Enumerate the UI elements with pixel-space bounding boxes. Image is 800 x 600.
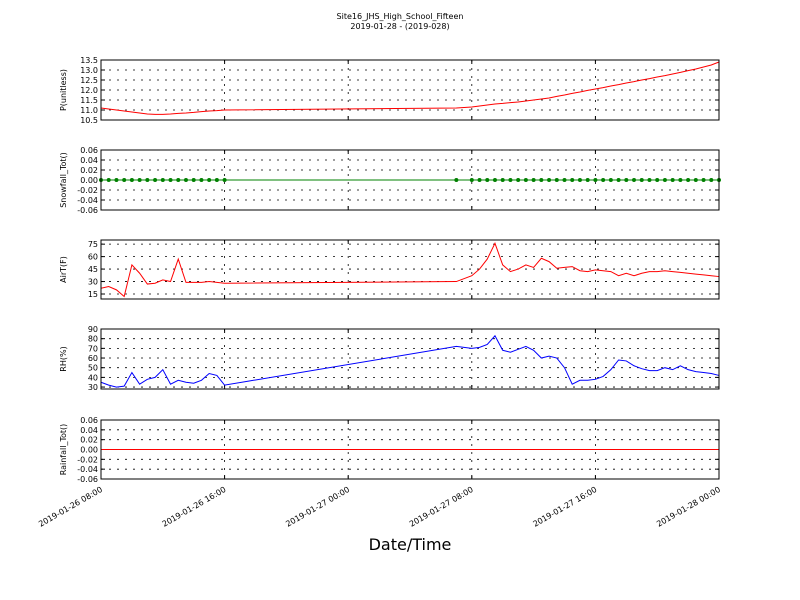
y-tick-label: 70	[88, 344, 98, 353]
data-line	[100, 334, 720, 388]
y-tick-label: 11.0	[80, 106, 98, 115]
data-point	[547, 178, 552, 182]
data-point	[601, 178, 606, 182]
y-tick-label: 11.5	[80, 96, 98, 105]
data-point	[477, 178, 482, 182]
data-point	[554, 178, 559, 182]
y-tick-label: 12.0	[80, 86, 98, 95]
plot-frame	[100, 59, 720, 121]
data-point	[693, 178, 698, 182]
data-point	[616, 178, 621, 182]
data-point	[670, 178, 675, 182]
data-point	[145, 178, 150, 182]
data-point	[114, 178, 119, 182]
y-tick-label: 0.04	[80, 426, 98, 435]
plot-frame	[100, 419, 720, 480]
y-tick-label: 0.02	[80, 166, 98, 175]
data-point	[153, 178, 158, 182]
y-tick-label: -0.02	[77, 455, 98, 464]
data-point	[508, 178, 513, 182]
data-point	[662, 178, 667, 182]
data-point	[129, 178, 134, 182]
x-axis-label: Date/Time	[369, 535, 452, 554]
data-point	[701, 178, 706, 182]
y-tick-label: 30	[88, 383, 98, 392]
data-line	[100, 61, 720, 115]
data-point	[686, 178, 691, 182]
y-axis-label: Snowfall_Tot()	[59, 152, 68, 208]
data-point	[485, 178, 490, 182]
y-tick-label: -0.06	[77, 475, 98, 484]
data-point	[639, 178, 644, 182]
y-tick-label: 13.5	[80, 56, 98, 65]
data-point	[454, 178, 459, 182]
data-point	[137, 178, 142, 182]
data-point	[106, 178, 111, 182]
data-point	[523, 178, 528, 182]
data-point	[531, 178, 536, 182]
data-point	[585, 178, 590, 182]
y-tick-label: 13.0	[80, 66, 98, 75]
y-tick-label: 0.02	[80, 436, 98, 445]
y-tick-label: -0.06	[77, 206, 98, 215]
data-point	[168, 178, 173, 182]
data-point	[199, 178, 204, 182]
y-tick-label: 45	[88, 265, 98, 274]
y-tick-label: 0.06	[80, 416, 98, 425]
y-tick-label: 10.5	[80, 116, 98, 125]
data-point	[183, 178, 188, 182]
data-point	[632, 178, 637, 182]
y-axis-label: P(unitless)	[59, 69, 68, 111]
data-line	[100, 242, 720, 298]
data-point	[539, 178, 544, 182]
plot-frame	[100, 328, 720, 390]
y-tick-label: -0.04	[77, 465, 98, 474]
y-tick-label: 80	[88, 335, 98, 344]
y-tick-label: 0.00	[80, 446, 98, 455]
y-tick-label: 60	[88, 253, 98, 262]
data-point	[222, 178, 227, 182]
y-tick-label: 90	[88, 325, 98, 334]
data-point	[176, 178, 181, 182]
y-tick-label: 40	[88, 373, 98, 382]
y-tick-label: 30	[88, 278, 98, 287]
y-tick-label: 0.00	[80, 176, 98, 185]
data-point	[191, 178, 196, 182]
data-point	[492, 178, 497, 182]
y-tick-label: 0.04	[80, 156, 98, 165]
y-tick-label: 75	[88, 240, 98, 249]
data-point	[570, 178, 575, 182]
chart-title: Site16_JHS_High_School_Fifteen	[337, 12, 464, 21]
y-axis-label: AirT(F)	[59, 256, 68, 283]
data-point	[709, 178, 714, 182]
plot-frame	[100, 239, 720, 300]
y-tick-label: -0.02	[77, 186, 98, 195]
data-point	[624, 178, 629, 182]
data-point	[500, 178, 505, 182]
y-tick-label: -0.04	[77, 196, 98, 205]
data-point	[516, 178, 521, 182]
data-point	[122, 178, 127, 182]
y-tick-label: 12.5	[80, 76, 98, 85]
data-point	[562, 178, 567, 182]
data-point	[678, 178, 683, 182]
data-point	[207, 178, 212, 182]
plot-frame	[100, 149, 720, 211]
y-tick-label: 60	[88, 354, 98, 363]
y-tick-label: 50	[88, 364, 98, 373]
data-point	[214, 178, 219, 182]
data-point	[469, 178, 474, 182]
data-point	[647, 178, 652, 182]
y-tick-label: 15	[88, 290, 98, 299]
data-point	[655, 178, 660, 182]
chart-subtitle: 2019-01-28 - (2019-028)	[350, 22, 449, 31]
data-point	[593, 178, 598, 182]
y-axis-label: RH(%)	[59, 346, 68, 371]
data-point	[577, 178, 582, 182]
data-point	[608, 178, 613, 182]
data-point	[160, 178, 165, 182]
y-tick-label: 0.06	[80, 146, 98, 155]
y-axis-label: Rainfall_Tot()	[59, 424, 68, 476]
